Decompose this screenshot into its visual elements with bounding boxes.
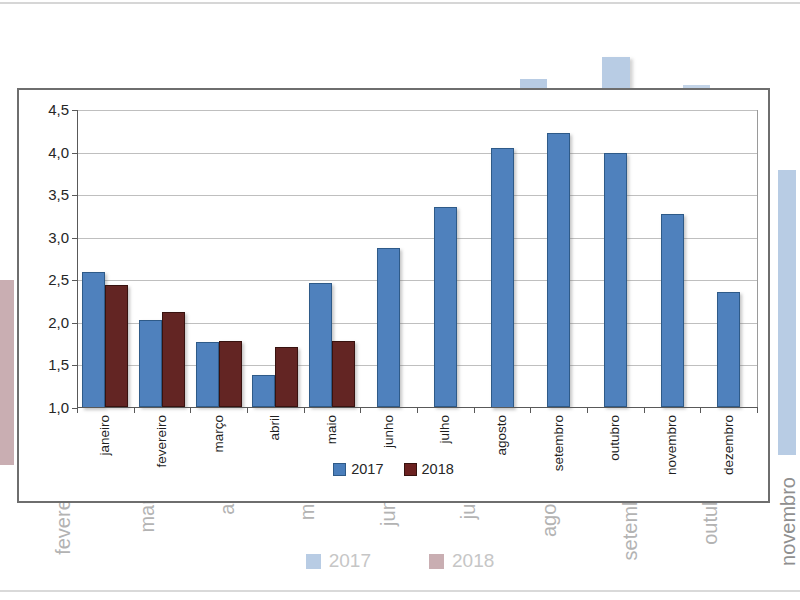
y-tick — [72, 110, 77, 111]
bar-2017-dezembro — [717, 292, 740, 408]
y-tick-label: 4,0 — [35, 144, 69, 161]
legend-label: 2017 — [329, 550, 371, 572]
legend-label: 2018 — [452, 550, 494, 572]
bar-2017-julho — [434, 207, 457, 408]
bar-2017-maio — [309, 283, 332, 407]
y-tick-label: 1,5 — [35, 356, 69, 373]
x-tick — [77, 408, 78, 413]
bar-2018-março — [219, 341, 242, 407]
bar-2017-agosto — [491, 148, 514, 407]
y-tick — [72, 323, 77, 324]
x-tick — [474, 408, 475, 413]
y-tick — [72, 365, 77, 366]
x-tick-label: janeiro — [97, 415, 113, 456]
x-tick — [304, 408, 305, 413]
y-tick-label: 1,0 — [35, 399, 69, 416]
bar-2018-abril — [275, 347, 298, 407]
bg-bottom-rule — [0, 590, 800, 592]
bar-2017-junho — [377, 248, 400, 408]
chart-legend: 2017 2018 — [19, 461, 768, 477]
legend-label: 2018 — [422, 461, 454, 477]
gridline — [77, 110, 757, 111]
bar-2017-abril — [252, 375, 275, 407]
x-tick — [360, 408, 361, 413]
y-tick-label: 4,5 — [35, 101, 69, 118]
x-tick — [247, 408, 248, 413]
legend-swatch-2018 — [429, 554, 444, 569]
x-tick-label: fevereiro — [154, 415, 170, 468]
bar-2018-janeiro — [105, 285, 128, 407]
y-tick-label: 3,0 — [35, 229, 69, 246]
x-tick — [757, 408, 758, 413]
bar-2018-maio — [332, 341, 355, 407]
y-tick — [72, 153, 77, 154]
bg-legend: 2017 2018 — [0, 550, 800, 572]
bar-2017-janeiro — [82, 272, 105, 408]
gridline — [77, 238, 757, 239]
x-tick-label: março — [211, 415, 227, 453]
y-axis-line — [77, 110, 78, 408]
y-tick — [72, 280, 77, 281]
legend-item: 2018 — [404, 461, 454, 477]
bg-legend-item: 2017 — [306, 550, 371, 572]
x-tick — [700, 408, 701, 413]
legend-item: 2017 — [333, 461, 383, 477]
bar-2017-março — [196, 342, 219, 407]
y-tick — [72, 195, 77, 196]
plot-right-border — [757, 110, 758, 408]
x-tick — [644, 408, 645, 413]
bar-2018-fevereiro — [162, 312, 185, 407]
bg-bar-2017 — [778, 170, 796, 455]
gridline — [77, 280, 757, 281]
x-tick — [134, 408, 135, 413]
legend-swatch-2017 — [333, 463, 346, 476]
bg-gridline — [0, 2, 800, 4]
x-tick-label: junho — [381, 415, 397, 448]
gridline — [77, 195, 757, 196]
legend-swatch-2018 — [404, 463, 417, 476]
y-tick-label: 3,5 — [35, 186, 69, 203]
x-tick — [417, 408, 418, 413]
y-tick-label: 2,0 — [35, 314, 69, 331]
x-tick-label: abril — [267, 415, 283, 441]
bar-2017-novembro — [661, 214, 684, 408]
x-tick — [530, 408, 531, 413]
x-tick-label: maio — [324, 415, 340, 444]
chart-popup[interactable]: 1,0 1,5 2,0 2,5 3,0 3,5 4,0 4,5 janeiro fevereir… — [17, 88, 770, 503]
bar-2017-outubro — [604, 153, 627, 407]
legend-swatch-2017 — [306, 554, 321, 569]
bg-legend-item: 2018 — [429, 550, 494, 572]
x-tick — [190, 408, 191, 413]
legend-label: 2017 — [351, 461, 383, 477]
bg-bar-2018 — [0, 280, 14, 465]
y-tick-label: 2,5 — [35, 271, 69, 288]
x-tick-label: julho — [437, 415, 453, 444]
page: fevereiromarçoabrilmaiojunhojulhoagostos… — [0, 0, 800, 600]
x-tick — [587, 408, 588, 413]
bar-2017-fevereiro — [139, 320, 162, 408]
bar-2017-setembro — [547, 133, 570, 408]
x-tick-label: outubro — [607, 415, 623, 461]
y-tick — [72, 238, 77, 239]
x-tick-label: agosto — [494, 415, 510, 456]
gridline — [77, 153, 757, 154]
